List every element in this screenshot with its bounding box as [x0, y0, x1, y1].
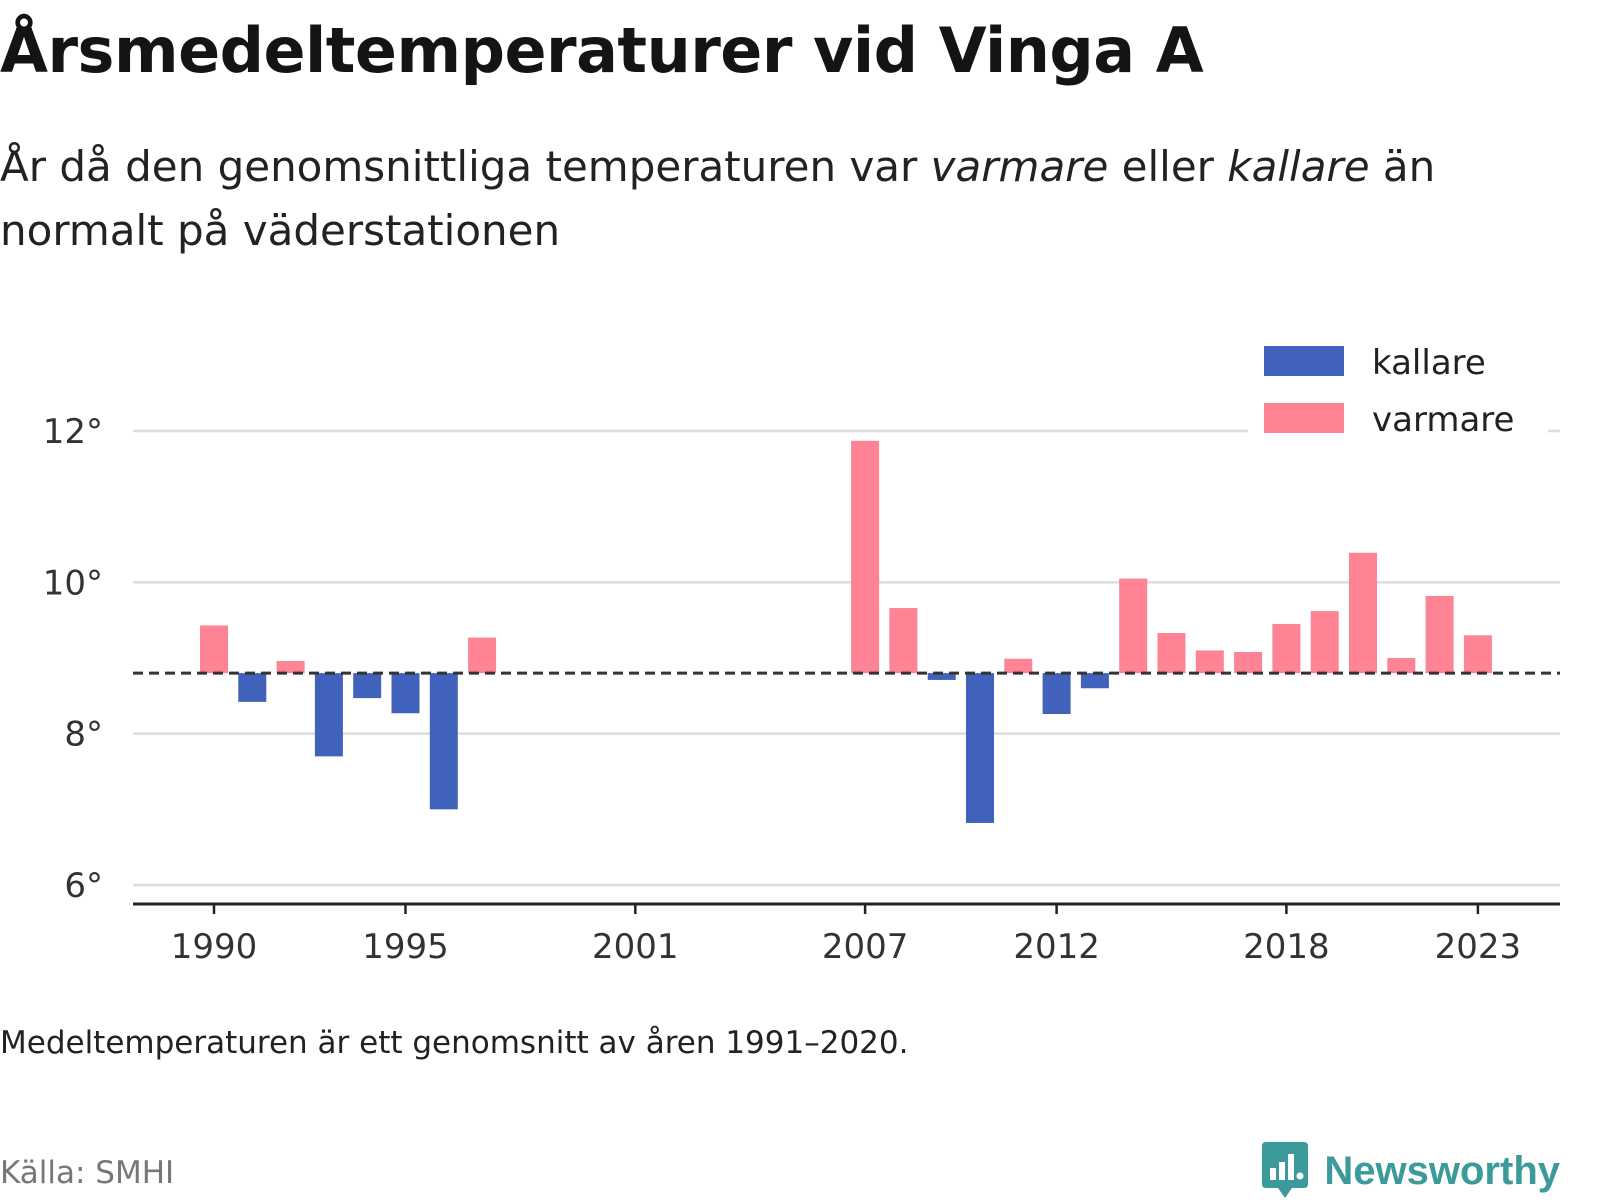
subtitle-part2: eller [1108, 142, 1228, 191]
colder-bar-2010 [966, 673, 994, 823]
warmer-bar-2017 [1234, 651, 1263, 674]
subtitle-part3: än normalt på väderstationen [0, 142, 1436, 255]
warmer-bar-2015 [1157, 633, 1186, 674]
colder-bar-1995 [391, 673, 420, 714]
legend: kallare varmare [1248, 330, 1548, 442]
warmer-bar-2016 [1195, 650, 1224, 674]
newsworthy-logo-text: Newsworthy [1324, 1148, 1560, 1193]
colder-bar-1994 [353, 673, 382, 699]
x-tick-label: 2012 [1013, 927, 1100, 967]
newsworthy-logo-icon [1262, 1142, 1309, 1198]
warmer-bar-2014 [1119, 578, 1148, 674]
warmer-bar-2019 [1310, 611, 1339, 674]
subtitle-colder: kallare [1227, 142, 1370, 191]
bars [200, 440, 1492, 823]
colder-bar-2012 [1042, 673, 1071, 714]
legend-label-colder: kallare [1372, 343, 1486, 383]
warmer-bar-2020 [1349, 552, 1377, 674]
legend-swatch-colder [1264, 346, 1344, 376]
chart-title: Årsmedeltemperaturer vid Vinga A [0, 14, 1204, 87]
bar-chart: 6°8°10°12° 1990 1995 2001 2007 2012 2018 2023 … [43, 330, 1560, 967]
grid-lines [133, 429, 1560, 887]
y-axis-ticks: 6° 8° 10° 12° [43, 412, 103, 906]
chart-subtitle: År då den genomsnittliga temperaturen va… [0, 135, 1540, 263]
warmer-bar-2021 [1387, 658, 1416, 674]
warmer-bar-2011 [1004, 658, 1033, 674]
x-tick-label: 2023 [1435, 927, 1522, 967]
y-tick-label: 10° [43, 563, 103, 603]
x-axis-ticks: 1990 1995 2001 2007 2012 2018 2023 [171, 904, 1521, 967]
colder-bar-2009 [927, 673, 956, 680]
y-tick-label: 12° [43, 412, 103, 452]
warmer-bar-1997 [468, 637, 497, 674]
colder-bar-2013 [1080, 673, 1109, 689]
footnote: Medeltemperaturen är ett genomsnitt av å… [0, 1025, 909, 1061]
warmer-bar-2022 [1425, 595, 1454, 674]
y-tick-label: 8° [64, 715, 103, 755]
x-tick-label: 2018 [1243, 927, 1330, 967]
source-label: Källa: SMHI [0, 1155, 175, 1191]
x-tick-label: 2007 [822, 927, 909, 967]
warmer-bar-1990 [200, 625, 228, 674]
subtitle-warmer: varmare [930, 142, 1109, 191]
legend-label-warmer: varmare [1372, 400, 1514, 440]
subtitle-part1: År då den genomsnittliga temperaturen va… [0, 142, 931, 191]
warmer-bar-2018 [1272, 623, 1301, 674]
x-tick-label: 1995 [362, 927, 449, 967]
colder-bar-1993 [314, 673, 343, 757]
colder-bar-1991 [238, 673, 267, 702]
y-tick-label: 6° [64, 866, 103, 906]
legend-swatch-warmer [1264, 403, 1344, 433]
newsworthy-logo: Newsworthy [1260, 1142, 1560, 1200]
warmer-bar-2008 [889, 608, 918, 674]
x-tick-label: 1990 [171, 927, 258, 967]
warmer-bar-2007 [851, 440, 880, 674]
colder-bar-1996 [429, 673, 458, 810]
x-tick-label: 2001 [592, 927, 679, 967]
warmer-bar-2023 [1463, 635, 1492, 674]
warmer-bar-1992 [276, 661, 305, 674]
